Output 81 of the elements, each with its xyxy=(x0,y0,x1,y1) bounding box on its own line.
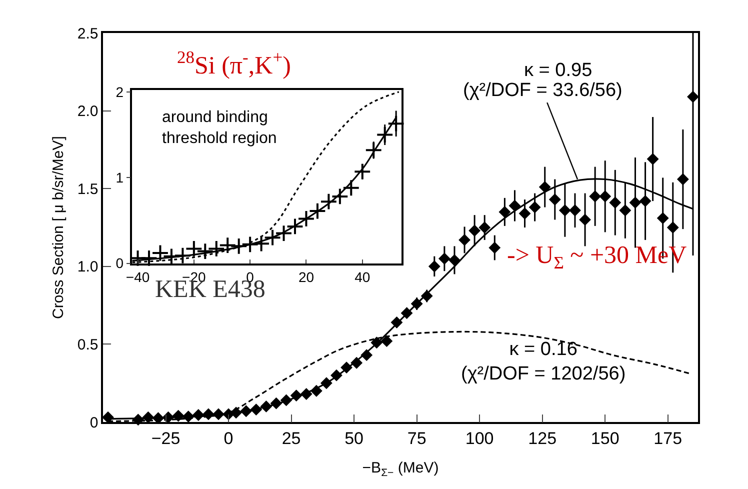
y-tick-label: 1 xyxy=(116,169,124,186)
point xyxy=(559,204,570,216)
y-tick-label: 1.5 xyxy=(77,180,98,198)
point xyxy=(140,249,158,267)
x-tick-label: −40 xyxy=(126,268,150,285)
x-tick-label: 0 xyxy=(224,429,234,448)
point xyxy=(667,222,678,234)
point xyxy=(509,200,520,212)
x-tick-label: 40 xyxy=(354,268,370,285)
point xyxy=(647,153,658,165)
x-tick-label: 100 xyxy=(465,429,494,448)
point xyxy=(381,336,392,347)
point xyxy=(438,253,450,264)
point xyxy=(275,224,292,242)
point xyxy=(208,240,226,258)
point xyxy=(174,246,192,264)
point xyxy=(539,181,550,193)
point xyxy=(579,214,591,226)
x-tick-label: 25 xyxy=(282,429,301,448)
annotation: (χ²/DOF = 33.6/56) xyxy=(463,80,622,101)
point xyxy=(469,225,480,236)
x-tick-label: 50 xyxy=(344,429,364,448)
point xyxy=(657,212,668,224)
point xyxy=(308,202,326,220)
point xyxy=(677,174,688,185)
point xyxy=(196,242,214,260)
point xyxy=(152,244,169,262)
point xyxy=(300,388,312,400)
x-tick-label: 20 xyxy=(298,268,314,285)
y-tick-label: 0.5 xyxy=(77,336,98,354)
x-tick-label: 75 xyxy=(407,429,426,448)
point xyxy=(448,254,460,266)
annotation: κ = 0.95 xyxy=(524,60,592,81)
y-tick-label: 0 xyxy=(90,414,98,432)
point xyxy=(286,218,304,236)
point xyxy=(185,240,203,258)
x-tick-label: 175 xyxy=(654,429,682,448)
y-axis-title: Cross Section [ μ b/sr/MeV] xyxy=(50,136,68,319)
point xyxy=(428,260,440,272)
point xyxy=(519,208,530,220)
point xyxy=(590,190,601,202)
y-tick-label: 1.0 xyxy=(77,258,98,276)
point xyxy=(479,222,490,234)
point xyxy=(458,234,470,246)
point xyxy=(610,197,621,208)
y-tick-label: 0 xyxy=(116,255,124,272)
point xyxy=(569,204,581,216)
point xyxy=(354,162,372,180)
annotation: $^{28}$Si (π$^{-}$,K$^{+}$) xyxy=(177,47,291,80)
point xyxy=(331,188,349,206)
point xyxy=(499,206,510,218)
point xyxy=(252,234,270,252)
point xyxy=(102,412,114,423)
point xyxy=(600,190,611,202)
point xyxy=(298,210,315,228)
point xyxy=(489,242,500,254)
point xyxy=(330,370,342,381)
point xyxy=(320,192,338,210)
point xyxy=(620,204,631,216)
point xyxy=(640,196,651,207)
x-tick-label: −25 xyxy=(151,429,180,448)
point xyxy=(376,126,394,144)
point xyxy=(630,197,641,208)
point xyxy=(351,357,362,368)
point xyxy=(218,236,236,254)
point xyxy=(320,378,332,389)
y-tick-label: 2.0 xyxy=(77,103,98,120)
y-tick-label: 2 xyxy=(116,84,124,100)
point xyxy=(364,141,382,159)
point xyxy=(241,236,259,254)
point xyxy=(230,237,248,255)
point xyxy=(549,194,560,206)
point xyxy=(529,202,540,213)
annotation: κ = 0.16 (χ²/DOF = 1202/56) xyxy=(461,339,626,385)
point xyxy=(264,228,282,246)
x-axis-title: −B$_{Σ−}$ (MeV) xyxy=(362,460,439,479)
point xyxy=(687,91,699,102)
y-tick-label: 2.5 xyxy=(77,25,98,42)
annotation: around binding threshold region xyxy=(162,109,277,147)
x-tick-label: 150 xyxy=(590,429,620,448)
x-tick-label: 125 xyxy=(528,429,557,448)
